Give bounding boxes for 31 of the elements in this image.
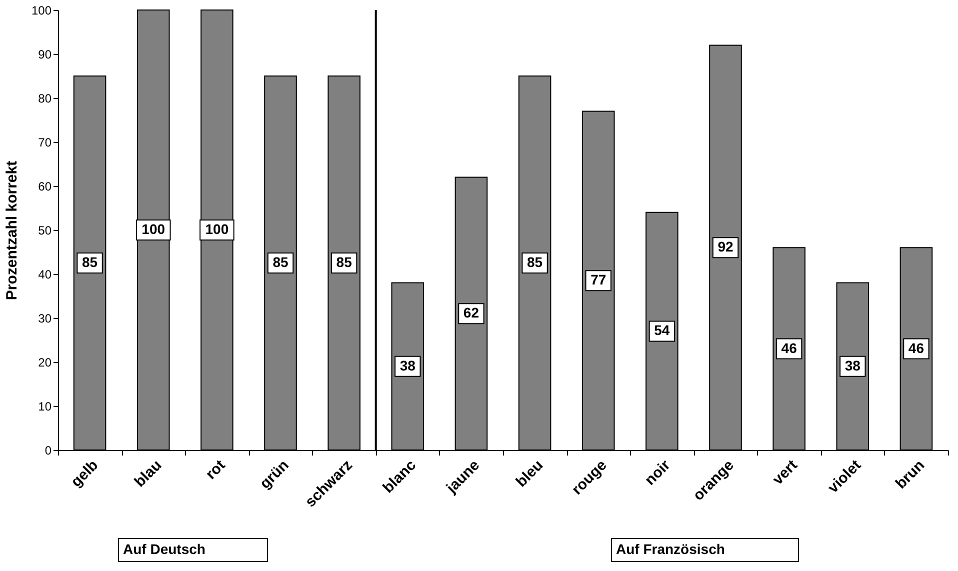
y-tick-label: 50 <box>38 224 52 238</box>
data-label: 54 <box>654 322 670 338</box>
data-label: 62 <box>463 304 480 321</box>
data-label: 100 <box>142 221 166 237</box>
y-tick-label: 0 <box>44 444 52 458</box>
y-tick-label: 100 <box>31 4 52 18</box>
y-tick-label: 90 <box>38 48 52 62</box>
data-label: 85 <box>272 254 288 270</box>
y-tick-label: 80 <box>38 92 52 106</box>
y-axis-title: Prozentzahl korrekt <box>3 160 20 300</box>
x-tick-label: rot <box>202 456 229 483</box>
x-tick-label: vert <box>769 456 801 488</box>
y-tick-label: 40 <box>38 268 52 282</box>
y-tick-label: 30 <box>38 312 52 326</box>
y-tick-label: 10 <box>38 400 52 414</box>
y-tick-label: 60 <box>38 180 52 194</box>
y-tick-label: 20 <box>38 356 52 370</box>
data-label: 46 <box>781 340 798 356</box>
data-label: 85 <box>526 254 543 270</box>
data-label: 38 <box>844 357 861 374</box>
data-label: 46 <box>908 340 924 356</box>
data-label: 85 <box>82 254 98 270</box>
data-label: 92 <box>718 238 734 255</box>
data-label: 38 <box>400 357 416 374</box>
x-tick-label: noir <box>642 456 674 489</box>
data-label: 85 <box>336 254 352 270</box>
text: Auf Deutsch <box>118 538 268 562</box>
data-label: 100 <box>205 221 229 237</box>
text: Auf Französisch <box>611 538 799 562</box>
data-label: 77 <box>590 272 606 288</box>
y-tick-label: 70 <box>38 136 52 150</box>
